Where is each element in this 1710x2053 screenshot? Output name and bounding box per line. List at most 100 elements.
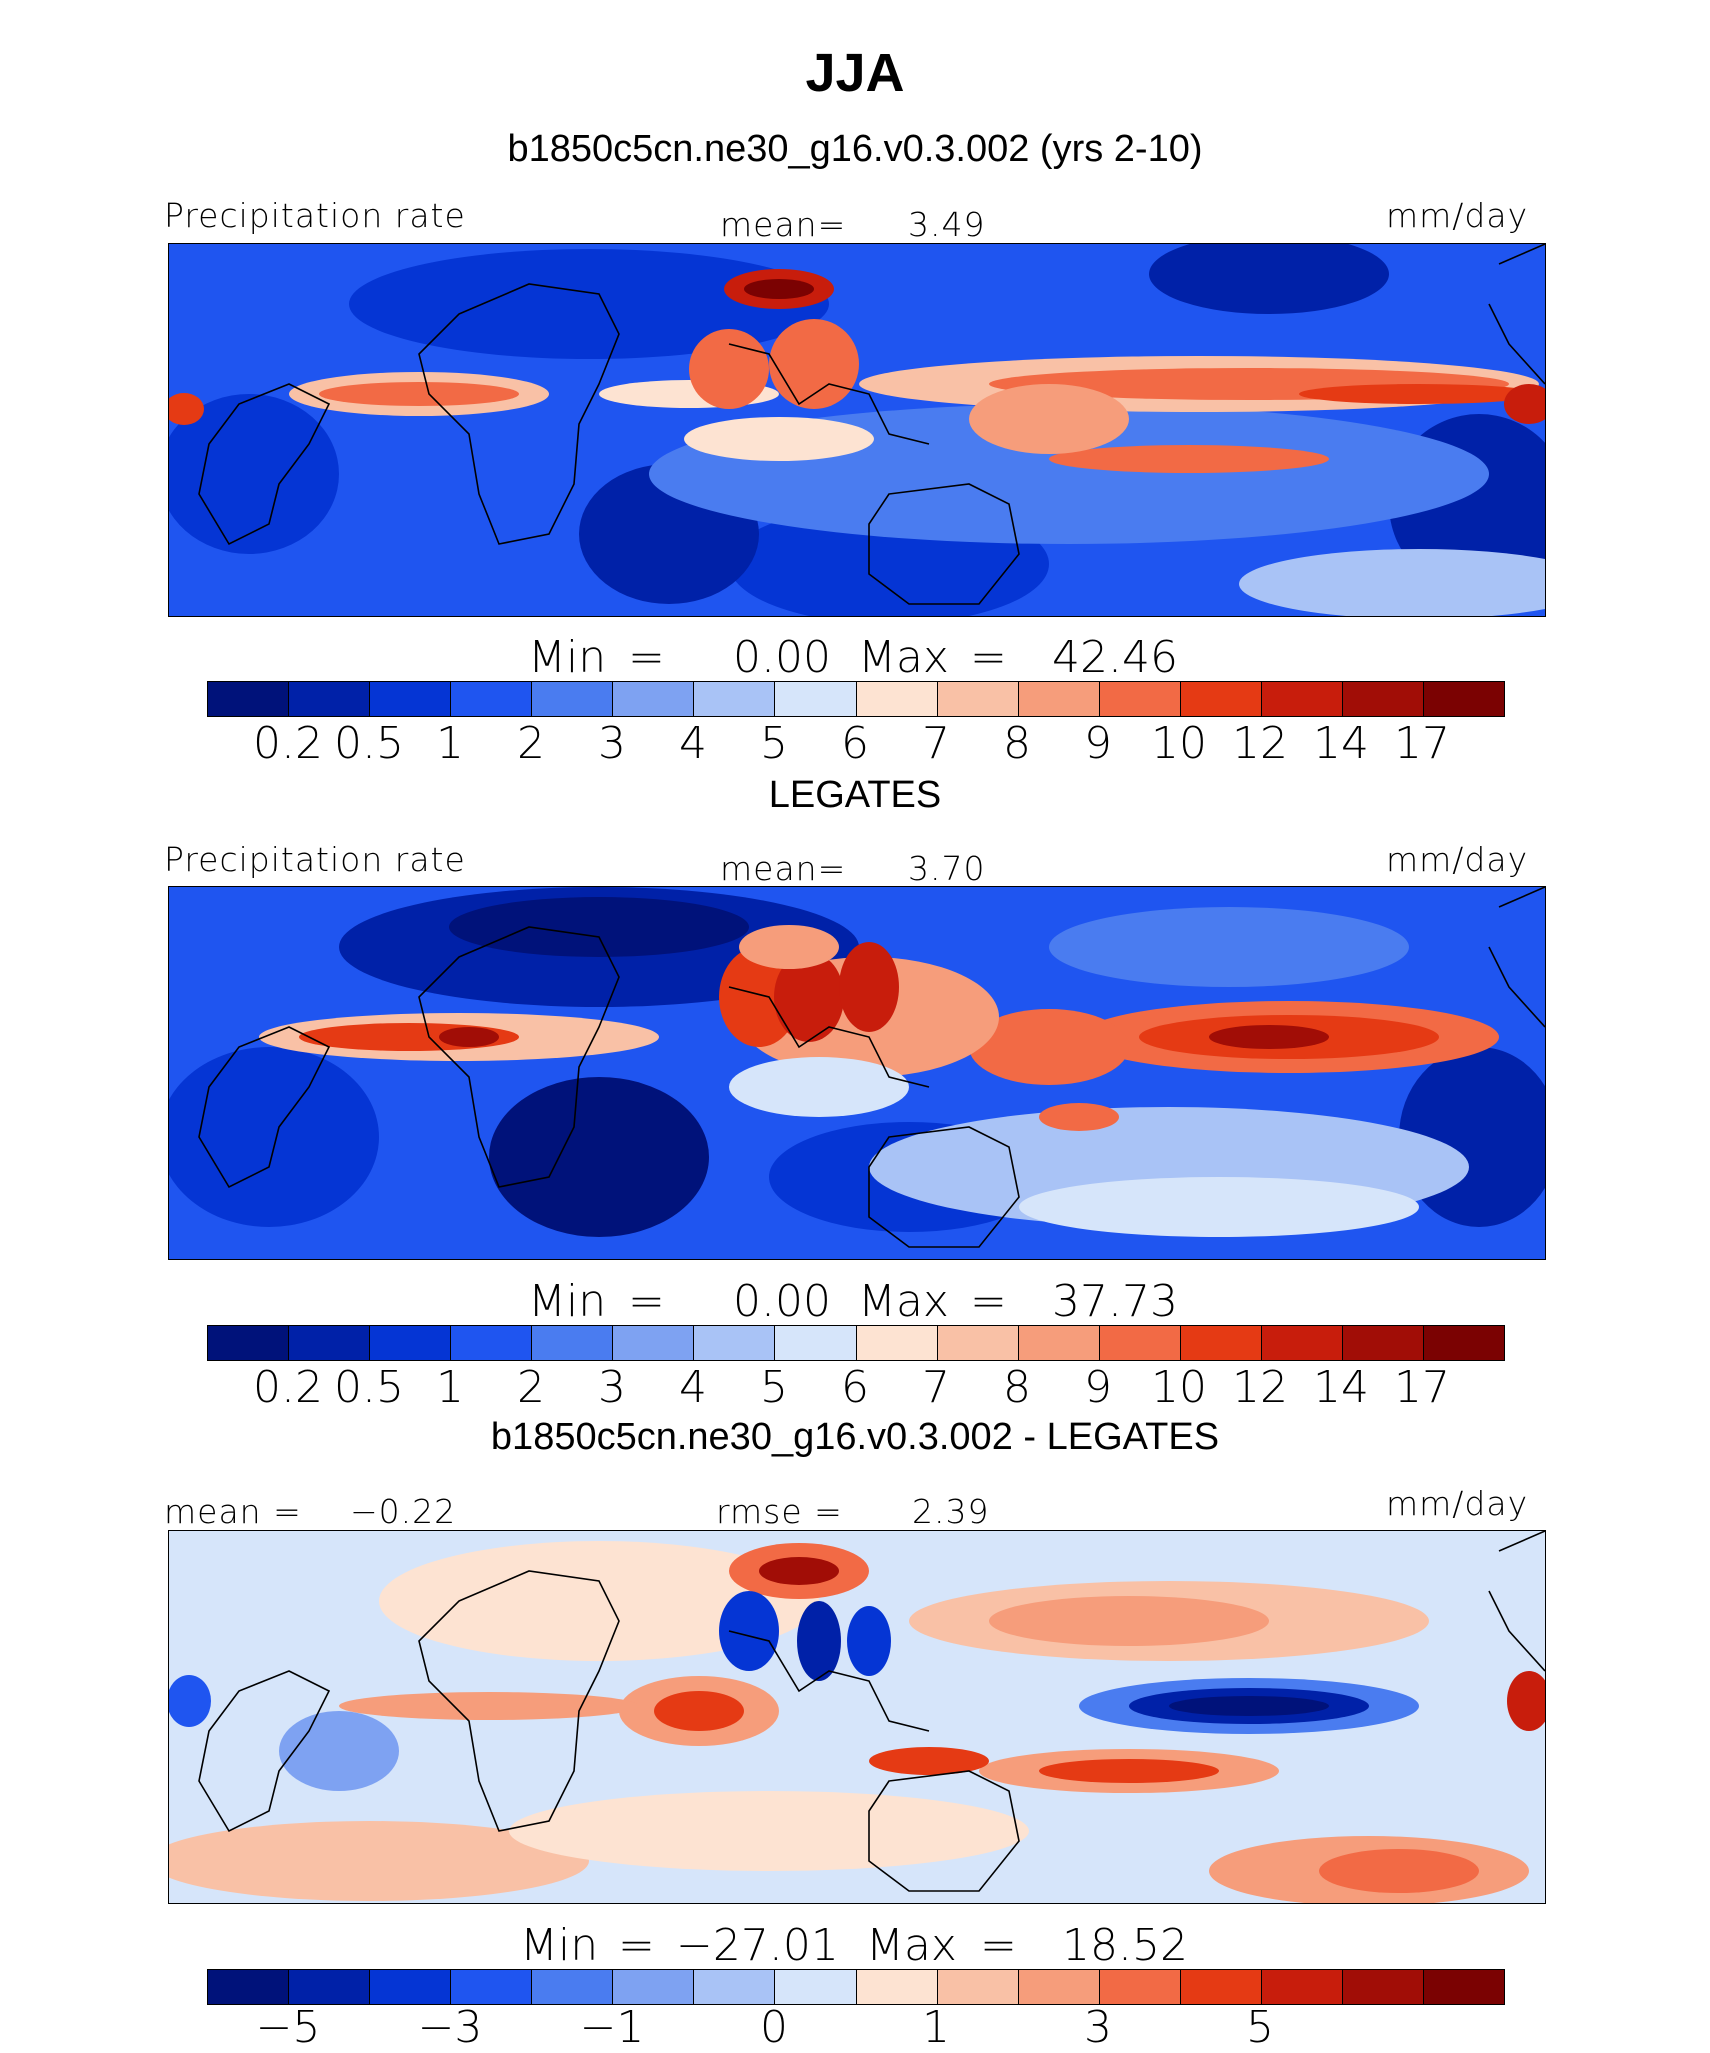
figure-title: JJA: [805, 43, 905, 103]
colorbar-tick-label: 2: [517, 718, 545, 769]
panel-2-heading: LEGATES: [768, 774, 942, 816]
colorbar-swatch: [451, 682, 533, 716]
colorbar-swatch: [694, 1326, 776, 1360]
panel-1-colorbar: [207, 681, 1505, 717]
colorbar-tick-label: 2: [517, 1362, 545, 1413]
colorbar-swatch: [1018, 682, 1100, 716]
colorbar-swatch: [613, 1326, 695, 1360]
colorbar-swatch: [451, 1326, 533, 1360]
panel-3-max-value: 18.52: [1062, 1920, 1188, 1971]
panel-2-units: mm/day: [1386, 840, 1529, 879]
panel-2-variable-label: Precipitation rate: [164, 840, 466, 879]
panel-3-rmse-label: rmse =: [716, 1492, 843, 1531]
colorbar-swatch: [613, 682, 695, 716]
panel-2-min-label: Min: [528, 1276, 607, 1327]
colorbar-tick-label: 3: [1084, 2002, 1112, 2053]
colorbar-swatch: [370, 682, 452, 716]
colorbar-swatch: [613, 1970, 695, 2004]
panel-2-map: [168, 886, 1546, 1260]
panel-1-min-label: Min: [528, 632, 607, 683]
panel-1-max-label: Max: [858, 632, 949, 683]
panel-3-mean-label: mean =: [164, 1492, 302, 1531]
colorbar-tick-label: −3: [417, 2002, 483, 2053]
colorbar-swatch: [1099, 682, 1181, 716]
colorbar-tick-label: 0.5: [334, 718, 404, 769]
colorbar-tick-label: 9: [1084, 718, 1112, 769]
colorbar-swatch: [532, 1970, 614, 2004]
panel-2-min-eq: =: [628, 1276, 665, 1327]
panel-3-min-value: −27.01: [676, 1920, 839, 1971]
colorbar-swatch: [1018, 1326, 1100, 1360]
colorbar-tick-label: 10: [1151, 1362, 1207, 1413]
colorbar-swatch: [208, 1326, 290, 1360]
colorbar-tick-label: 6: [841, 718, 869, 769]
colorbar-swatch: [1342, 1326, 1424, 1360]
colorbar-tick-label: 17: [1394, 1362, 1450, 1413]
colorbar-swatch: [856, 1326, 938, 1360]
panel-3-colorbar: [207, 1969, 1505, 2005]
colorbar-tick-label: 1: [922, 2002, 950, 2053]
colorbar-swatch: [289, 1970, 371, 2004]
colorbar-swatch: [937, 1970, 1019, 2004]
colorbar-tick-label: 0.2: [253, 718, 323, 769]
panel-2-mean-label: mean=: [720, 849, 847, 888]
colorbar-tick-label: 17: [1394, 718, 1450, 769]
panel-2-colorbar: [207, 1325, 1505, 1361]
panel-2-mean-value: 3.70: [908, 849, 986, 888]
colorbar-tick-label: 12: [1232, 718, 1288, 769]
colorbar-swatch: [775, 1326, 857, 1360]
panel-1-heading: b1850c5cn.ne30_g16.v0.3.002 (yrs 2-10): [507, 128, 1203, 170]
colorbar-tick-label: 4: [679, 1362, 707, 1413]
colorbar-swatch: [1180, 1970, 1262, 2004]
panel-3-rmse-value: 2.39: [912, 1492, 990, 1531]
colorbar-tick-label: 8: [1003, 1362, 1031, 1413]
panel-2-max-eq: =: [970, 1276, 1007, 1327]
panel-1-mean-label: mean=: [720, 205, 847, 244]
colorbar-swatch: [1423, 682, 1504, 716]
colorbar-tick-label: 3: [598, 718, 626, 769]
colorbar-tick-label: 0.5: [334, 1362, 404, 1413]
panel-1-min-value: 0.00: [733, 632, 831, 683]
colorbar-swatch: [1261, 682, 1343, 716]
colorbar-swatch: [532, 1326, 614, 1360]
colorbar-tick-label: −5: [255, 2002, 321, 2053]
panel-2-min-value: 0.00: [733, 1276, 831, 1327]
colorbar-tick-label: 5: [1246, 2002, 1274, 2053]
colorbar-swatch: [1423, 1326, 1504, 1360]
colorbar-swatch: [694, 1970, 776, 2004]
colorbar-swatch: [1180, 682, 1262, 716]
colorbar-swatch: [289, 1326, 371, 1360]
colorbar-swatch: [856, 682, 938, 716]
colorbar-swatch: [1099, 1970, 1181, 2004]
colorbar-swatch: [1423, 1970, 1504, 2004]
colorbar-tick-label: 12: [1232, 1362, 1288, 1413]
colorbar-swatch: [1342, 1970, 1424, 2004]
colorbar-tick-label: 5: [760, 718, 788, 769]
colorbar-swatch: [370, 1970, 452, 2004]
panel-3-map: [168, 1530, 1546, 1904]
colorbar-swatch: [208, 1970, 290, 2004]
colorbar-swatch: [1261, 1970, 1343, 2004]
colorbar-swatch: [856, 1970, 938, 2004]
colorbar-swatch: [289, 682, 371, 716]
colorbar-tick-label: 8: [1003, 718, 1031, 769]
colorbar-tick-label: 1: [436, 718, 464, 769]
colorbar-swatch: [1342, 682, 1424, 716]
colorbar-swatch: [370, 1326, 452, 1360]
panel-1-variable-label: Precipitation rate: [164, 196, 466, 235]
colorbar-swatch: [1018, 1970, 1100, 2004]
colorbar-tick-label: 4: [679, 718, 707, 769]
panel-3-max-eq: =: [980, 1920, 1017, 1971]
colorbar-tick-label: 7: [922, 718, 950, 769]
colorbar-tick-label: 1: [436, 1362, 464, 1413]
colorbar-tick-label: 14: [1313, 1362, 1369, 1413]
panel-1-units: mm/day: [1386, 196, 1529, 235]
colorbar-tick-label: 6: [841, 1362, 869, 1413]
panel-2-max-value: 37.73: [1052, 1276, 1178, 1327]
panel-3-mean-value: −0.22: [350, 1492, 457, 1531]
colorbar-tick-label: 0: [760, 2002, 788, 2053]
colorbar-tick-label: 5: [760, 1362, 788, 1413]
colorbar-swatch: [1099, 1326, 1181, 1360]
colorbar-swatch: [208, 682, 290, 716]
panel-1-map: [168, 243, 1546, 617]
